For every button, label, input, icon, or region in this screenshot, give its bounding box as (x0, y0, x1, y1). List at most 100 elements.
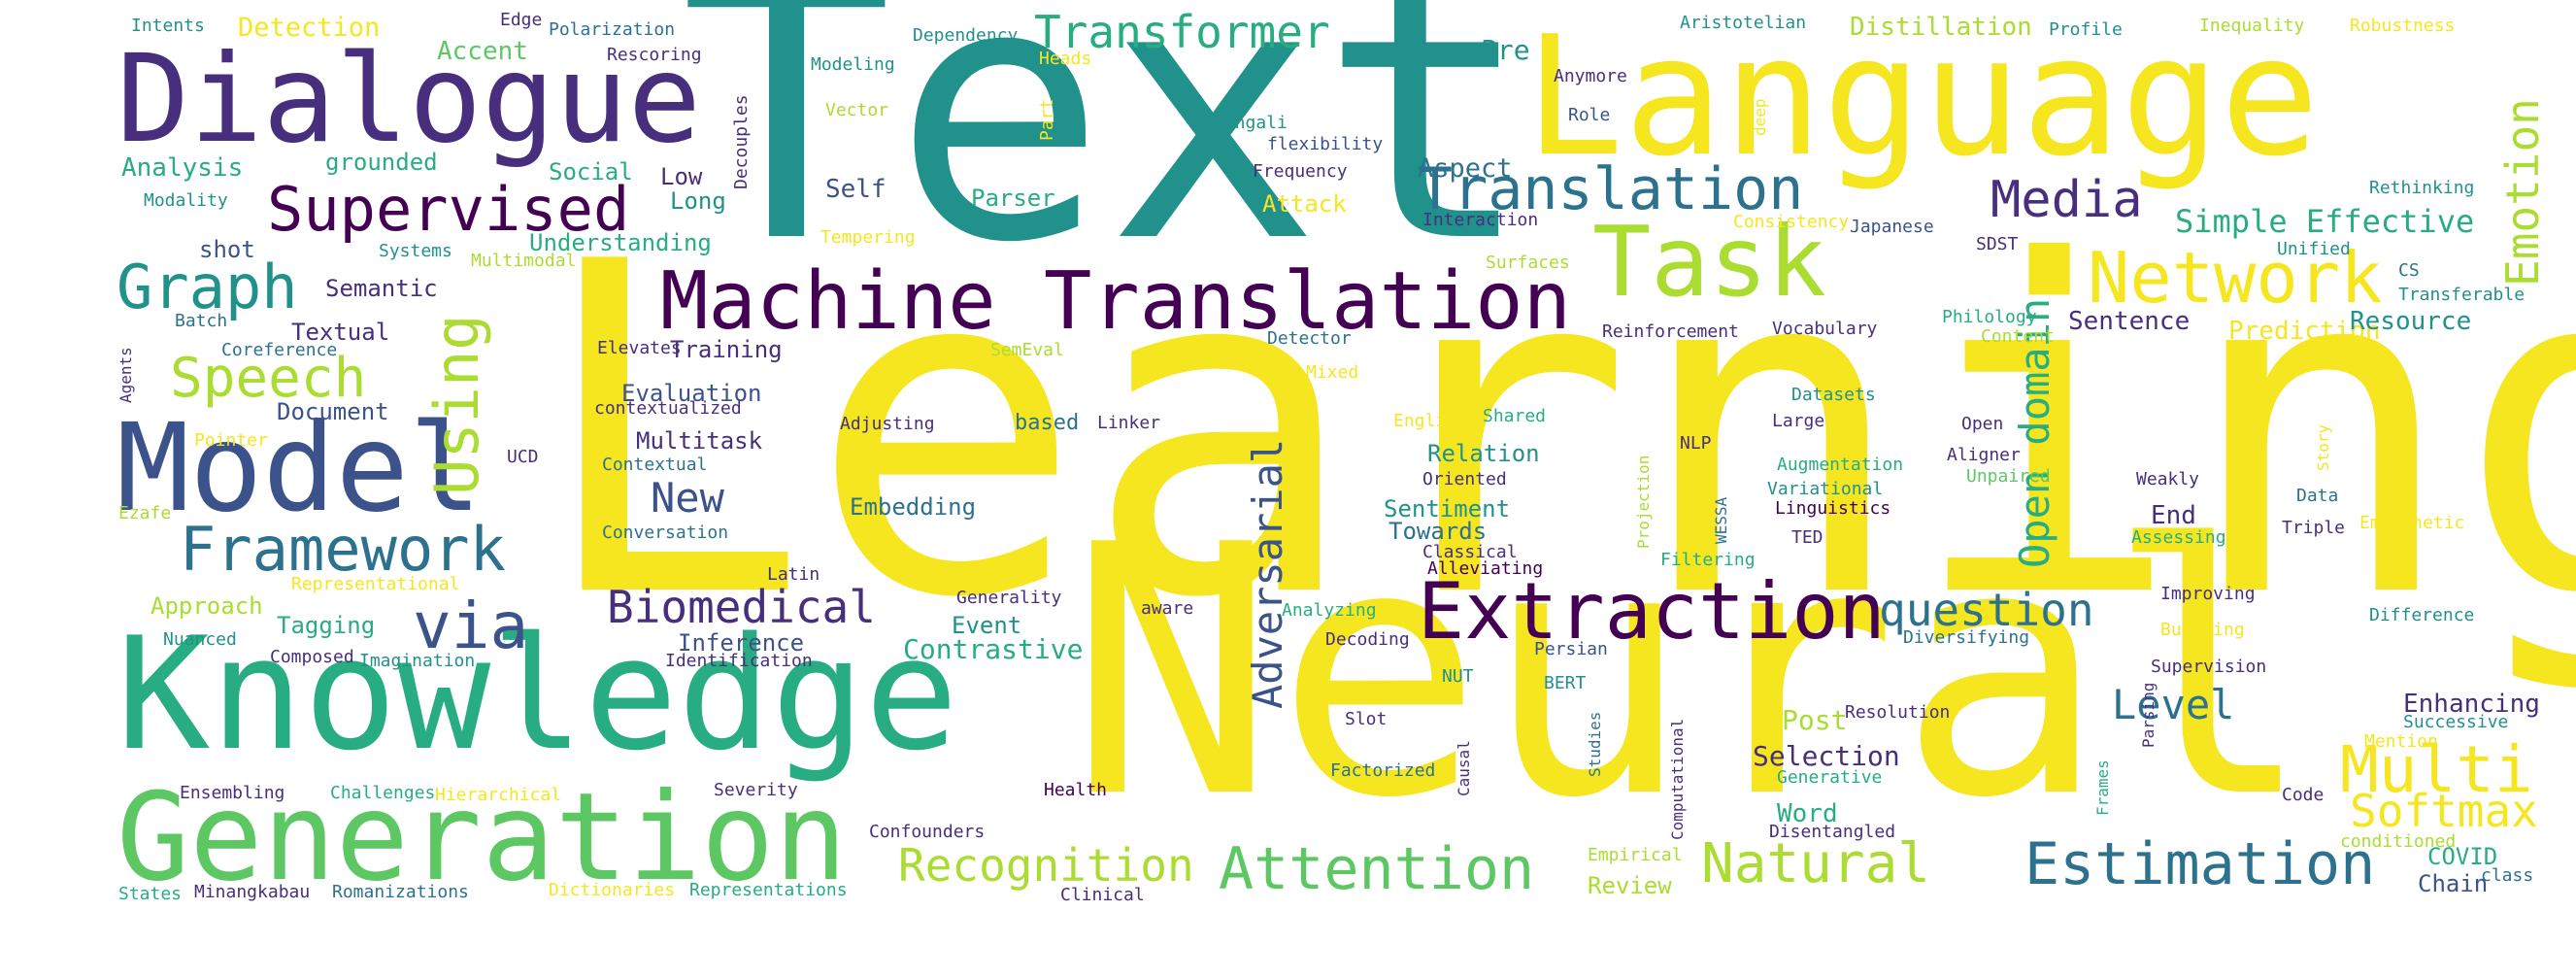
cloud-word-contextual: Contextual (602, 455, 708, 475)
cloud-word-knowledge: Knowledge (117, 603, 958, 785)
cloud-word-systems: Systems (379, 241, 452, 261)
cloud-word-transferable: Transferable (2398, 285, 2526, 305)
cloud-word-augmentation: Augmentation (1777, 455, 1904, 475)
cloud-word-frames: Frames (2093, 759, 2112, 816)
cloud-word-deep: deep (1751, 98, 1769, 136)
cloud-word-multi: Multi (2340, 732, 2533, 807)
cloud-word-decoding: Decoding (1325, 629, 1410, 650)
cloud-word-open: Open (1961, 414, 2004, 434)
cloud-word-modality: Modality (144, 190, 228, 211)
cloud-word-shared: Shared (1483, 406, 1547, 426)
cloud-word-estimation: Estimation (2024, 830, 2376, 898)
cloud-word-supervision: Supervision (2151, 657, 2267, 677)
cloud-word-new: New (651, 474, 724, 522)
cloud-word-sdst: SDST (1976, 234, 2019, 254)
cloud-word-studies: Studies (1586, 711, 1604, 777)
cloud-word-prediction: Prediction (2228, 317, 2381, 346)
cloud-word-disentangled: Disentangled (1769, 822, 1896, 842)
cloud-word-generality: Generality (956, 588, 1062, 608)
cloud-word-nut: NUT (1442, 666, 1474, 687)
cloud-word-conversation: Conversation (602, 523, 729, 543)
cloud-word-media: Media (1991, 171, 2143, 229)
cloud-word-assessing: Assessing (2131, 527, 2226, 548)
cloud-word-bert: BERT (1544, 673, 1587, 693)
cloud-word-dialogue: Dialogue (117, 29, 702, 170)
cloud-word-attention: Attention (1219, 835, 1535, 903)
cloud-word-biomedical: Biomedical (607, 581, 876, 633)
cloud-word-dictionaries: Dictionaries (549, 880, 676, 900)
cloud-word-alleviating: Alleviating (1427, 558, 1544, 579)
cloud-word-language: Language (1524, 1, 2320, 193)
cloud-word-difference: Difference (2369, 605, 2475, 625)
cloud-word-elevates: Elevates (597, 338, 682, 358)
cloud-word-model: Model (117, 398, 483, 539)
cloud-word-nlp: NLP (1680, 433, 1712, 454)
cloud-word-data: Data (2296, 486, 2339, 506)
cloud-word-training: Training (670, 336, 783, 363)
cloud-word-textual: Textual (291, 319, 390, 346)
cloud-word-code: Code (2282, 785, 2325, 805)
cloud-word-speech: Speech (170, 347, 367, 410)
cloud-word-philology: Philology (1942, 307, 2037, 327)
cloud-word-classical: Classical (1422, 542, 1518, 562)
cloud-word-pointer: Pointer (194, 430, 268, 451)
cloud-word-romanizations: Romanizations (332, 882, 469, 902)
cloud-word-generative: Generative (1777, 767, 1883, 788)
cloud-word-decouples: Decouples (731, 94, 752, 189)
cloud-word-nuanced: Nuanced (163, 629, 237, 650)
cloud-word-social: Social (549, 158, 633, 185)
cloud-word-persian: Persian (1534, 639, 1608, 659)
cloud-word-empirical: Empirical (1588, 845, 1683, 865)
cloud-word-confounders: Confounders (869, 822, 986, 842)
cloud-word-planning: Planning (2049, 691, 2067, 767)
cloud-word-ensembling: Ensembling (180, 783, 285, 803)
cloud-word-network: Network (2088, 237, 2383, 319)
cloud-word-post: Post (1782, 704, 1848, 736)
cloud-word-clinical: Clinical (1060, 885, 1145, 905)
cloud-word-adjusting: Adjusting (840, 414, 935, 434)
cloud-word-composed: Composed (270, 647, 354, 667)
cloud-word-successive: Successive (2403, 712, 2509, 732)
cloud-word-shot: shot (199, 236, 255, 263)
cloud-word-accent: Accent (437, 37, 528, 66)
cloud-word-machine-translation: Machine Translation (660, 255, 1571, 348)
cloud-word-understanding: Understanding (529, 229, 712, 256)
cloud-word-sentence: Sentence (2068, 307, 2191, 336)
cloud-word-analyzing: Analyzing (1282, 600, 1377, 621)
cloud-word-enhancing: Enhancing (2403, 690, 2540, 719)
cloud-word-towards: Towards (1388, 518, 1488, 545)
cloud-word-dependency: Dependency (913, 25, 1019, 46)
cloud-word-variational: Variational (1767, 479, 1884, 499)
cloud-word-content: Content (1981, 326, 2055, 347)
cloud-word-class: class (2481, 865, 2534, 886)
cloud-word-distillation: Distillation (1850, 13, 2032, 42)
cloud-word-level: Level (2112, 681, 2235, 728)
cloud-word-neural: Neural (1068, 471, 2314, 873)
cloud-word-polarization: Polarization (549, 19, 676, 40)
cloud-word-softmax: Softmax (2350, 785, 2538, 837)
cloud-word-large: Large (1772, 411, 1825, 431)
cloud-word-datasets: Datasets (1791, 385, 1876, 405)
cloud-word-reinforcement: Reinforcement (1602, 321, 1739, 342)
cloud-word-part: Part (1037, 98, 1057, 141)
cloud-word-oriented: Oriented (1422, 469, 1507, 489)
cloud-word-generation: Generation (117, 767, 848, 908)
cloud-word-aspect: Aspect (1418, 153, 1513, 184)
cloud-word-word: Word (1777, 799, 1838, 828)
cloud-word-multimodal: Multimodal (471, 251, 577, 271)
cloud-word-representational: Representational (291, 574, 460, 594)
cloud-word-profile: Profile (2049, 19, 2123, 40)
cloud-word-detection: Detection (238, 13, 381, 43)
cloud-word-ted: TED (1791, 527, 1823, 548)
cloud-word-representations: Representations (689, 880, 848, 900)
cloud-word-approach: Approach (151, 592, 263, 620)
cloud-word-graph: Graph (117, 252, 298, 322)
cloud-word-filtering: Filtering (1660, 550, 1756, 570)
cloud-word-extraction: Extraction (1418, 566, 1886, 657)
cloud-word-states: States (118, 884, 183, 904)
cloud-word-computational: Computational (1668, 718, 1687, 840)
cloud-word-inference: Inference (678, 629, 805, 657)
cloud-word-linker: Linker (1097, 413, 1161, 433)
cloud-word-grounded: grounded (325, 149, 438, 176)
